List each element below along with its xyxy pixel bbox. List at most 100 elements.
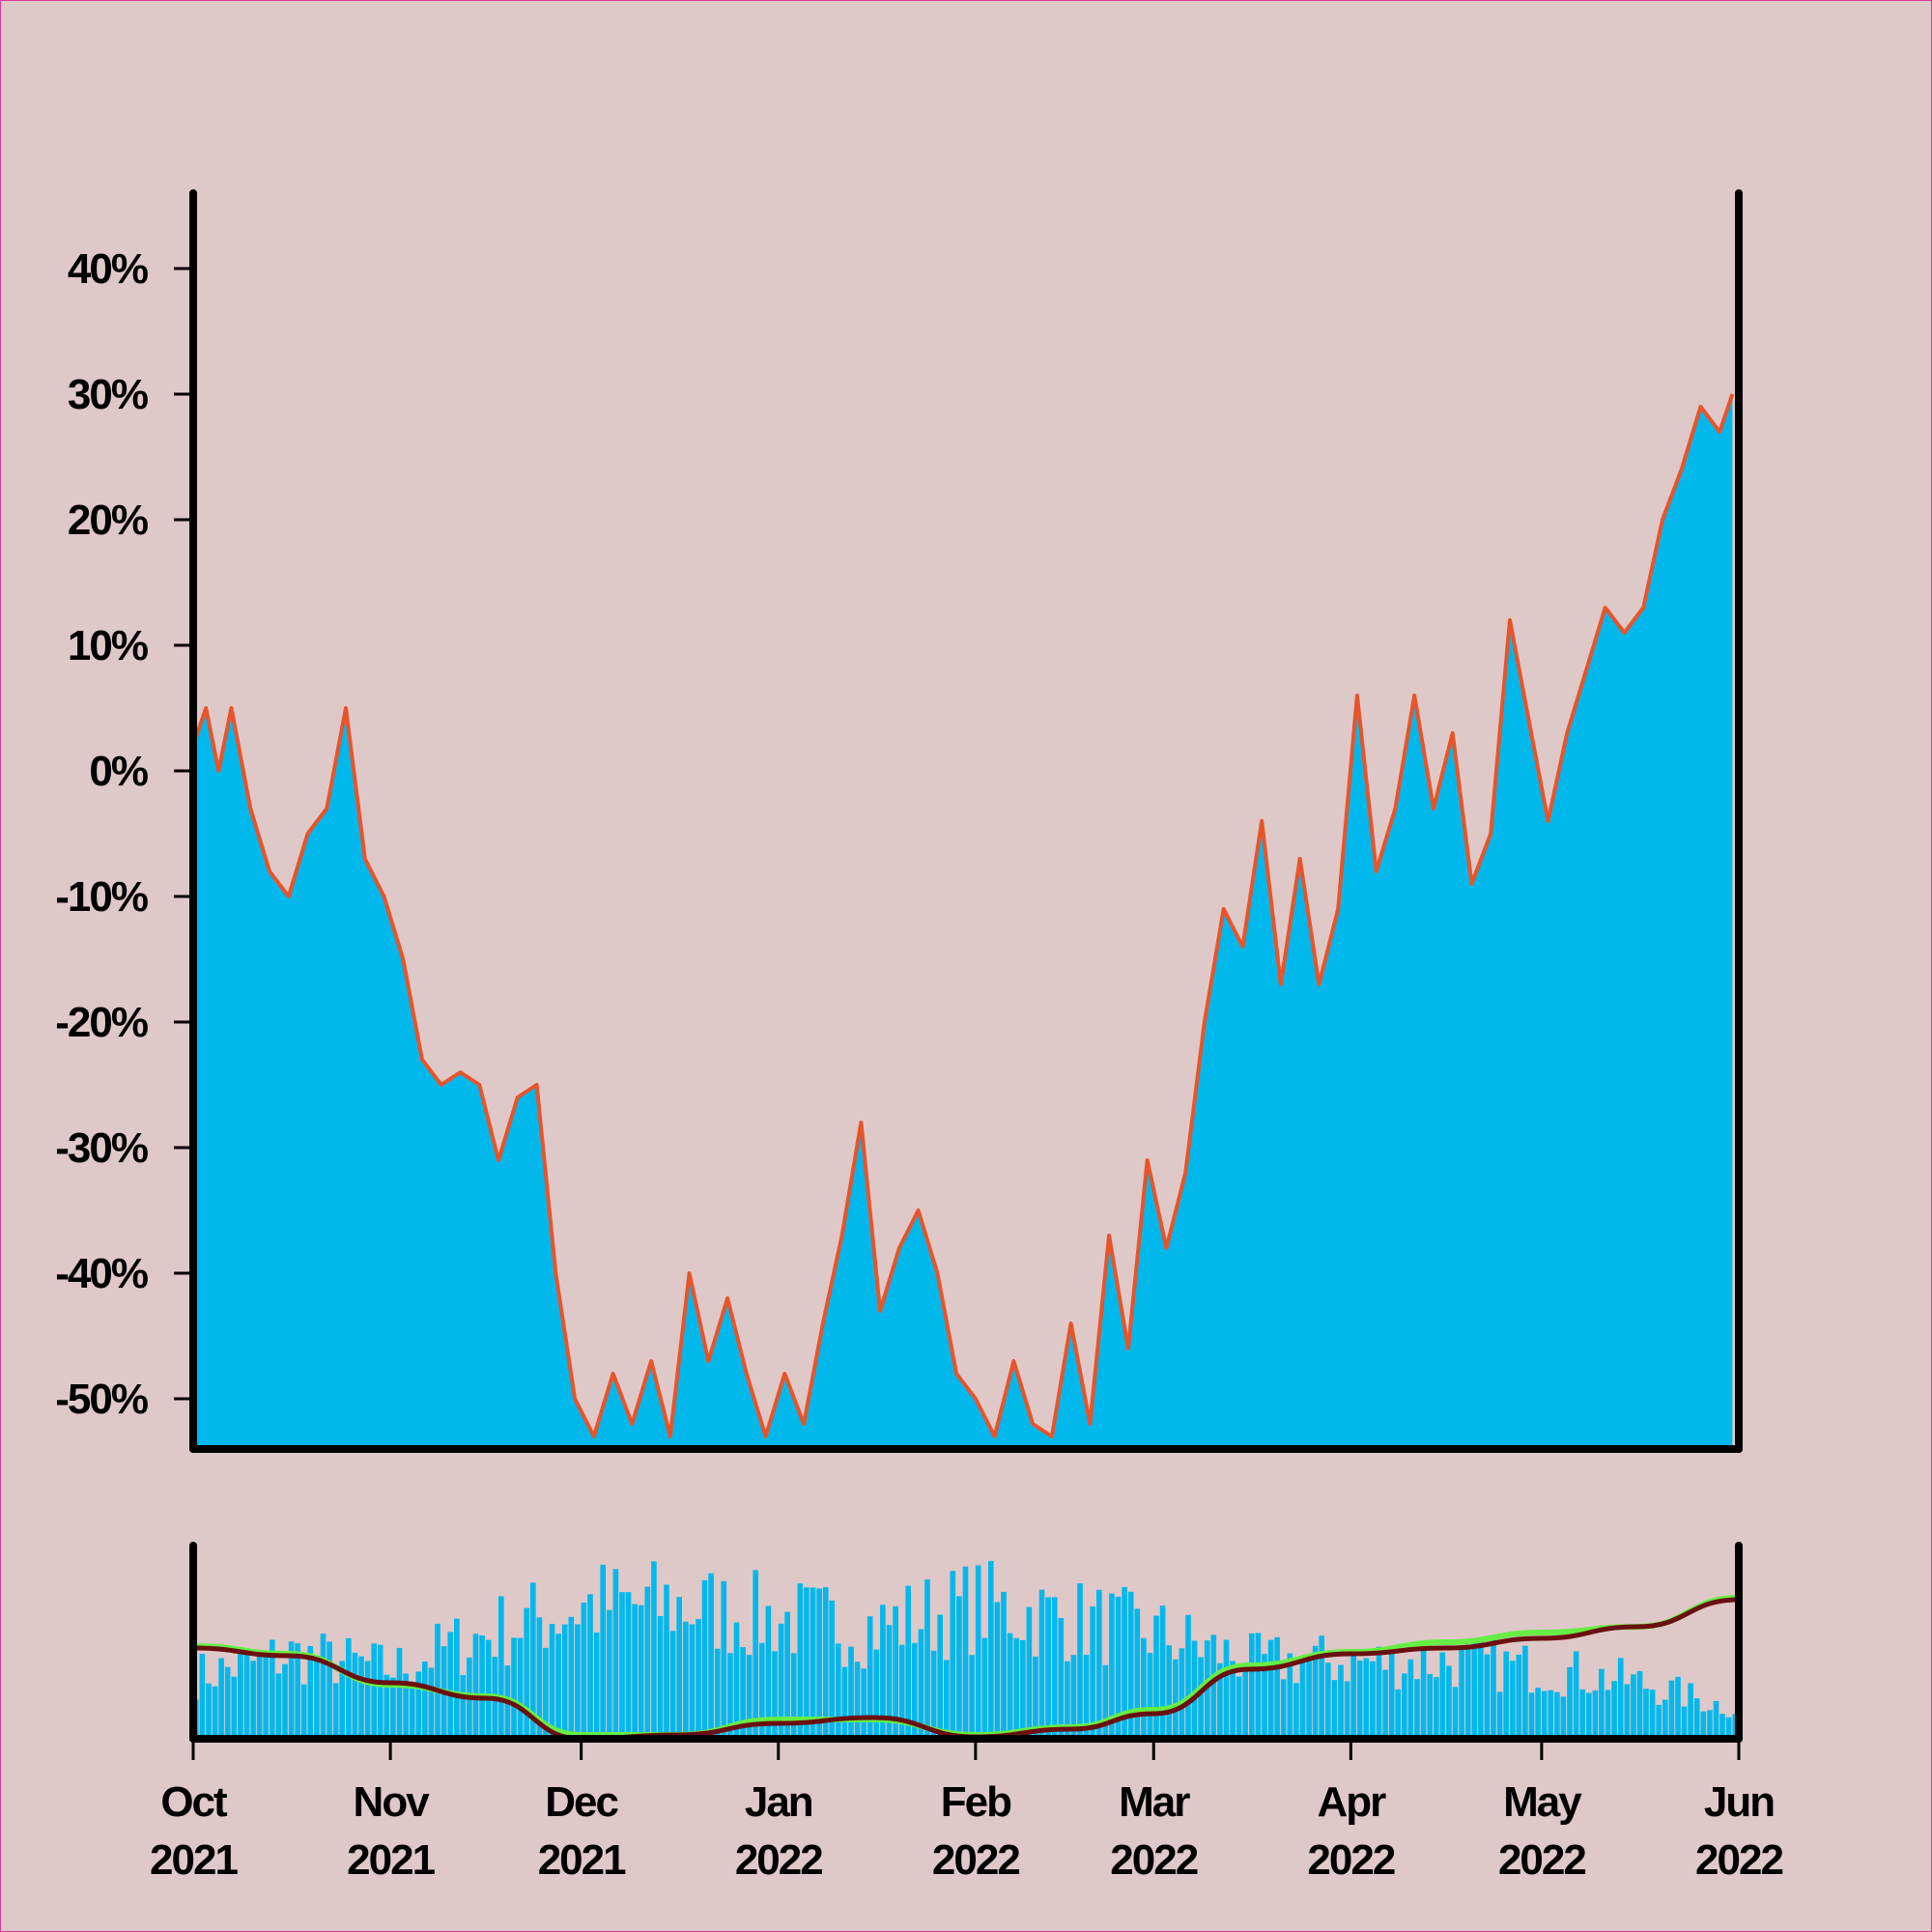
- volume-bar: [1070, 1655, 1077, 1739]
- y-axis-ticks: 40% 30% 20% 10% 0% -10% -20% -30% -40% -50%: [55, 245, 193, 1423]
- volume-bar: [612, 1569, 619, 1739]
- volume-bar: [1293, 1683, 1299, 1739]
- y-tick-label: 0%: [89, 748, 147, 795]
- volume-bar: [536, 1617, 543, 1739]
- volume-bar: [295, 1643, 300, 1739]
- volume-bar: [1236, 1676, 1242, 1739]
- volume-bar: [1420, 1648, 1427, 1739]
- price-area: [193, 394, 1733, 1449]
- price-line: [191, 393, 1735, 1438]
- volume-bar: [364, 1661, 371, 1739]
- volume-bar: [1567, 1666, 1573, 1739]
- volume-bar: [561, 1624, 568, 1739]
- volume-bar: [1459, 1646, 1464, 1739]
- volume-bar: [669, 1631, 676, 1739]
- volume-bar: [1725, 1717, 1732, 1739]
- volume-bar: [1407, 1659, 1414, 1739]
- volume-bar: [1471, 1639, 1478, 1739]
- volume-bar: [1535, 1688, 1541, 1739]
- volume-bar: [1693, 1698, 1700, 1739]
- volume-bar: [1338, 1664, 1344, 1739]
- volume-bar: [1516, 1654, 1522, 1739]
- volume-bar: [676, 1597, 682, 1739]
- volume-bar: [300, 1684, 307, 1739]
- volume-bar: [1649, 1690, 1656, 1739]
- volume-bar: [714, 1648, 721, 1739]
- y-tick-label: 40%: [68, 245, 148, 293]
- volume-bar: [282, 1663, 288, 1739]
- volume-bar: [886, 1625, 893, 1739]
- volume-bars: [193, 1560, 1738, 1739]
- volume-bar: [1020, 1639, 1026, 1739]
- x-tick-label-year: 2022: [1307, 1836, 1394, 1884]
- x-tick-label-year: 2021: [150, 1836, 238, 1884]
- y-tick-label: -10%: [55, 873, 148, 921]
- volume-bar: [1439, 1652, 1446, 1739]
- volume-bar: [1478, 1640, 1484, 1739]
- volume-bar: [810, 1587, 816, 1739]
- volume-bar: [1083, 1654, 1090, 1739]
- volume-bar: [956, 1596, 962, 1739]
- volume-bar: [784, 1611, 790, 1739]
- volume-bar: [396, 1647, 403, 1739]
- volume-bar: [1249, 1633, 1255, 1739]
- volume-bar: [1280, 1679, 1287, 1739]
- volume-bar: [1617, 1658, 1624, 1739]
- volume-bar: [275, 1673, 282, 1739]
- volume-bar: [804, 1587, 810, 1739]
- volume-bar: [1656, 1704, 1662, 1739]
- volume-bar: [1090, 1606, 1095, 1739]
- volume-bar: [1388, 1647, 1395, 1739]
- volume-bar: [1109, 1593, 1115, 1739]
- volume-bar: [377, 1644, 384, 1739]
- volume-bar: [836, 1643, 841, 1739]
- x-tick-label-year: 2021: [538, 1836, 626, 1884]
- x-tick-label-year: 2022: [1498, 1836, 1585, 1884]
- volume-bar: [218, 1658, 224, 1739]
- volume-bar: [727, 1653, 733, 1739]
- volume-bar: [651, 1561, 657, 1739]
- volume-bar: [206, 1683, 212, 1739]
- x-tick-label-year: 2021: [347, 1836, 435, 1884]
- volume-bar: [568, 1616, 575, 1739]
- volume-bar: [371, 1643, 377, 1739]
- volume-bar: [332, 1683, 339, 1739]
- volume-bar: [644, 1586, 651, 1739]
- volume-bar: [778, 1623, 784, 1739]
- volume-bar: [1592, 1690, 1599, 1739]
- volume-bar: [1579, 1689, 1585, 1739]
- volume-bar: [1496, 1691, 1503, 1739]
- volume-bar: [924, 1579, 930, 1739]
- volume-bar: [212, 1686, 218, 1739]
- volume-bar: [555, 1634, 561, 1739]
- volume-bar: [1376, 1646, 1382, 1739]
- volume-bar: [1382, 1669, 1388, 1739]
- volume-bar: [1191, 1640, 1198, 1739]
- y-tick-label: 20%: [68, 497, 148, 544]
- volume-bar: [1013, 1637, 1019, 1739]
- x-tick-label-year: 2022: [1695, 1836, 1782, 1884]
- volume-bar: [797, 1583, 804, 1739]
- volume-bar: [352, 1652, 358, 1739]
- volume-bar: [746, 1655, 753, 1739]
- volume-bar: [861, 1668, 867, 1739]
- volume-bar: [1446, 1665, 1452, 1739]
- volume-bar: [270, 1639, 275, 1739]
- volume-bar: [409, 1682, 415, 1739]
- volume-bar: [1122, 1586, 1127, 1739]
- volume-bar: [250, 1661, 256, 1739]
- volume-bar: [358, 1656, 364, 1739]
- volume-bar: [346, 1637, 352, 1739]
- volume-bar: [701, 1579, 708, 1739]
- volume-bar: [1611, 1681, 1617, 1739]
- volume-bar: [327, 1641, 332, 1739]
- volume-bar: [1210, 1634, 1217, 1739]
- volume-bar: [1287, 1653, 1293, 1739]
- volume-bar: [1217, 1662, 1223, 1739]
- volume-bar: [912, 1642, 918, 1739]
- volume-bar: [243, 1650, 250, 1739]
- volume-bar: [1033, 1656, 1038, 1739]
- x-tick-label-month: Feb: [941, 1778, 1011, 1826]
- volume-bar: [880, 1605, 886, 1739]
- volume-bar: [1528, 1692, 1535, 1739]
